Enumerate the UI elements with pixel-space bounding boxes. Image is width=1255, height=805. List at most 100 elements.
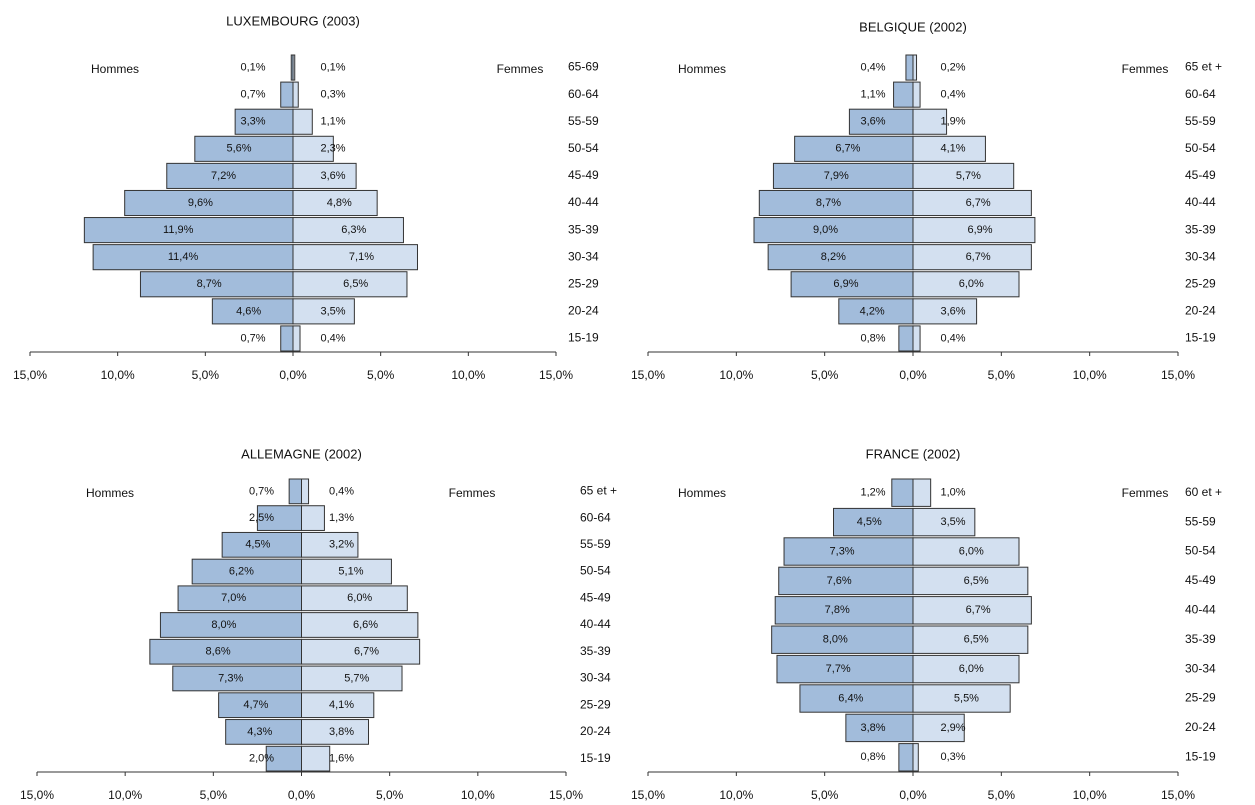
value-label: 3,3%	[240, 116, 265, 128]
age-label: 50-54	[568, 141, 599, 155]
value-label: 7,6%	[827, 575, 852, 587]
age-label: 15-19	[568, 331, 599, 345]
value-label: 0,4%	[320, 332, 345, 344]
value-label: 7,3%	[218, 672, 243, 684]
value-label: 6,7%	[966, 197, 991, 209]
x-tick-label: 5,0%	[811, 788, 839, 802]
bar	[124, 189, 294, 217]
age-label: 55-59	[1185, 514, 1216, 528]
x-tick-label: 15,0%	[20, 788, 54, 802]
age-label: 65 et +	[1185, 60, 1222, 74]
value-label: 0,3%	[320, 89, 345, 101]
bar	[280, 325, 294, 352]
value-label: 3,5%	[320, 305, 345, 317]
value-label: 11,4%	[168, 251, 199, 263]
bar	[912, 189, 1032, 217]
chart-title: FRANCE (2002)	[866, 446, 961, 461]
value-label: 6,0%	[959, 663, 984, 675]
bar	[83, 217, 294, 244]
value-label: 6,2%	[229, 565, 254, 577]
value-label: 6,4%	[838, 692, 863, 704]
bar	[912, 162, 1015, 189]
value-label: 0,8%	[860, 751, 885, 763]
legend-label: Hommes	[678, 486, 726, 500]
bar	[912, 54, 918, 81]
x-tick-label: 5,0%	[200, 788, 228, 802]
bar	[794, 135, 914, 162]
bar	[292, 298, 355, 325]
bar	[912, 713, 965, 743]
bar	[301, 719, 370, 745]
age-label: 35-39	[1185, 222, 1216, 236]
age-label: 15-19	[580, 751, 611, 765]
bar	[301, 665, 403, 692]
bar	[149, 638, 302, 665]
value-label: 7,1%	[349, 251, 374, 263]
bar	[790, 271, 914, 298]
bar	[778, 566, 914, 596]
value-label: 4,6%	[236, 305, 261, 317]
bar	[301, 558, 392, 585]
x-tick-label: 5,0%	[988, 788, 1016, 802]
bar	[139, 271, 294, 298]
chart-title: LUXEMBOURG (2003)	[226, 13, 360, 28]
bar	[292, 108, 313, 135]
bar	[891, 478, 914, 507]
x-tick-label: 15,0%	[631, 368, 665, 382]
value-label: 6,7%	[966, 251, 991, 263]
bar	[912, 478, 932, 507]
bar	[265, 745, 303, 772]
age-label: 60-64	[1185, 87, 1216, 101]
age-label: 20-24	[1185, 720, 1216, 734]
bar	[912, 654, 1020, 684]
bar	[783, 537, 914, 566]
bar	[799, 684, 914, 713]
value-label: 11,9%	[163, 224, 194, 236]
bar	[301, 585, 408, 612]
bar	[912, 298, 978, 325]
value-label: 0,4%	[860, 61, 885, 73]
bar	[177, 585, 302, 612]
legend-label: Femmes	[1122, 486, 1169, 500]
bar	[912, 81, 921, 108]
age-label: 30-34	[568, 249, 599, 263]
age-label: 35-39	[580, 644, 611, 658]
value-label: 1,6%	[329, 753, 354, 765]
x-tick-label: 10,0%	[461, 788, 495, 802]
x-tick-label: 5,0%	[192, 368, 220, 382]
x-tick-label: 10,0%	[451, 368, 485, 382]
value-label: 4,7%	[243, 699, 268, 711]
value-label: 6,9%	[833, 278, 858, 290]
bar	[292, 162, 357, 189]
value-label: 9,6%	[188, 197, 213, 209]
bar	[256, 505, 302, 531]
x-tick-label: 15,0%	[1161, 368, 1195, 382]
value-label: 5,6%	[226, 143, 251, 155]
x-tick-label: 10,0%	[1073, 368, 1107, 382]
bar	[912, 244, 1032, 271]
x-tick-label: 5,0%	[367, 368, 395, 382]
bar	[912, 684, 1011, 713]
age-label: 45-49	[1185, 168, 1216, 182]
value-label: 0,1%	[320, 61, 345, 73]
value-label: 8,0%	[823, 634, 848, 646]
value-label: 0,1%	[240, 61, 265, 73]
value-label: 3,8%	[329, 726, 354, 738]
value-label: 0,2%	[940, 61, 965, 73]
value-label: 6,3%	[341, 224, 366, 236]
value-label: 4,8%	[327, 197, 352, 209]
bar	[912, 537, 1020, 566]
x-tick-label: 10,0%	[1073, 788, 1107, 802]
value-label: 8,0%	[211, 619, 236, 631]
value-label: 3,6%	[860, 116, 885, 128]
bar	[292, 54, 296, 81]
bar	[912, 596, 1032, 625]
bar	[292, 271, 408, 298]
value-label: 8,7%	[816, 197, 841, 209]
age-label: 55-59	[1185, 114, 1216, 128]
age-label: 45-49	[568, 168, 599, 182]
bar	[194, 135, 294, 162]
bar	[898, 325, 914, 352]
value-label: 8,7%	[197, 278, 222, 290]
